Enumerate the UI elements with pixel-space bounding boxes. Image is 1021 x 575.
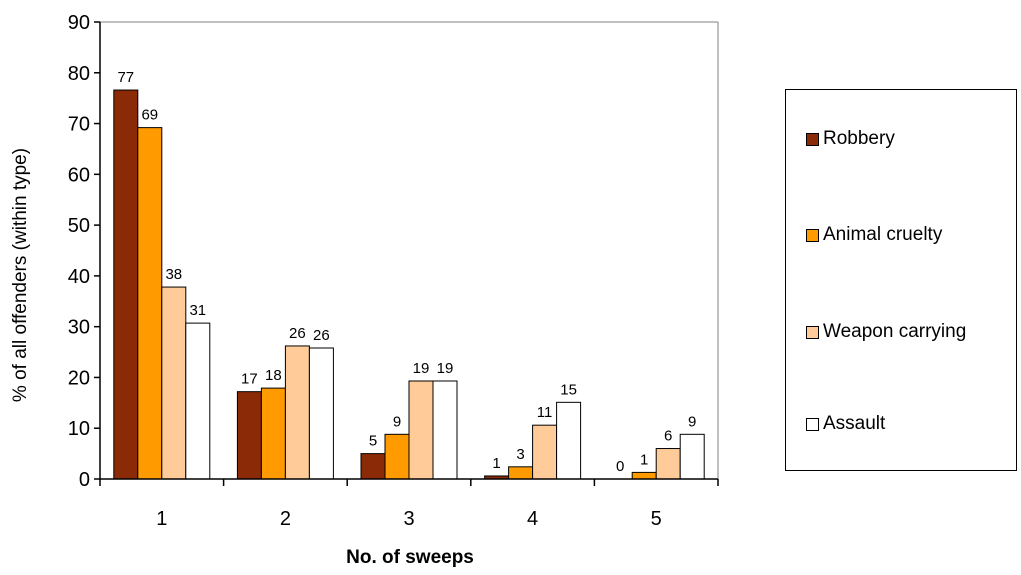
bar — [679, 433, 705, 480]
x-tick-label: 1 — [156, 508, 167, 530]
data-label: 17 — [241, 371, 258, 388]
bar — [384, 433, 410, 480]
data-label: 77 — [117, 69, 134, 86]
bar — [556, 401, 582, 480]
data-label: 1 — [640, 451, 648, 468]
bar — [137, 127, 163, 480]
data-label: 9 — [393, 413, 401, 430]
data-label: 11 — [537, 404, 553, 421]
bar — [113, 89, 139, 480]
y-tick-label: 80 — [68, 63, 90, 85]
data-label: 19 — [413, 360, 430, 377]
legend-item-robbery: Robbery — [806, 128, 895, 150]
x-tick-label: 3 — [403, 508, 414, 530]
legend-label-animal-cruelty: Animal cruelty — [823, 224, 943, 245]
data-label: 9 — [688, 413, 696, 430]
bar — [655, 448, 681, 480]
data-label: 6 — [664, 428, 672, 445]
bar — [408, 380, 434, 480]
bar — [631, 471, 657, 480]
legend: Robbery Animal cruelty Weapon carrying A… — [785, 89, 1017, 471]
data-label: 19 — [437, 360, 454, 377]
bar — [432, 380, 458, 480]
legend-label-assault: Assault — [823, 413, 886, 434]
x-tick-label: 5 — [651, 508, 662, 530]
data-label: 69 — [141, 107, 158, 124]
legend-item-assault: Assault — [806, 413, 885, 435]
bar — [284, 345, 310, 480]
legend-item-weapon-carrying: Weapon carrying — [806, 321, 966, 343]
data-label: 18 — [265, 367, 282, 384]
y-tick-label: 20 — [68, 367, 90, 389]
data-label: 3 — [516, 446, 524, 463]
bar — [360, 453, 386, 480]
data-label: 26 — [289, 325, 306, 342]
data-label: 15 — [560, 381, 577, 398]
bar — [508, 466, 534, 480]
bar — [236, 391, 262, 480]
data-label: 26 — [313, 327, 330, 344]
x-axis-label: No. of sweeps — [346, 547, 474, 568]
y-tick-label: 90 — [68, 12, 90, 34]
legend-swatch-animal-cruelty — [806, 228, 819, 242]
y-axis-label-wrap: % of all offenders (within type) — [6, 70, 36, 480]
x-tick-label: 4 — [527, 508, 538, 530]
data-label: 0 — [616, 458, 624, 475]
legend-swatch-robbery — [806, 132, 819, 146]
bar — [185, 322, 211, 480]
y-tick-label: 0 — [79, 469, 90, 491]
legend-swatch-weapon-carrying — [806, 325, 819, 339]
y-tick-label: 10 — [68, 418, 90, 440]
legend-swatch-assault — [806, 417, 819, 431]
y-axis-label: % of all offenders (within type) — [10, 147, 32, 403]
data-label: 1 — [492, 455, 500, 472]
data-label: 5 — [369, 433, 377, 450]
y-tick-label: 30 — [68, 317, 90, 339]
legend-label-robbery: Robbery — [823, 128, 895, 149]
legend-item-animal-cruelty: Animal cruelty — [806, 224, 942, 246]
y-tick-label: 40 — [68, 266, 90, 288]
data-label: 38 — [165, 266, 182, 283]
bar — [161, 286, 187, 480]
bar — [532, 424, 558, 480]
data-label: 31 — [189, 302, 206, 319]
y-tick-label: 70 — [68, 114, 90, 136]
legend-label-weapon-carrying: Weapon carrying — [823, 321, 967, 342]
y-tick-label: 50 — [68, 215, 90, 237]
bar — [308, 347, 334, 480]
bar — [260, 387, 286, 480]
y-tick-label: 60 — [68, 164, 90, 186]
x-tick-label: 2 — [280, 508, 291, 530]
